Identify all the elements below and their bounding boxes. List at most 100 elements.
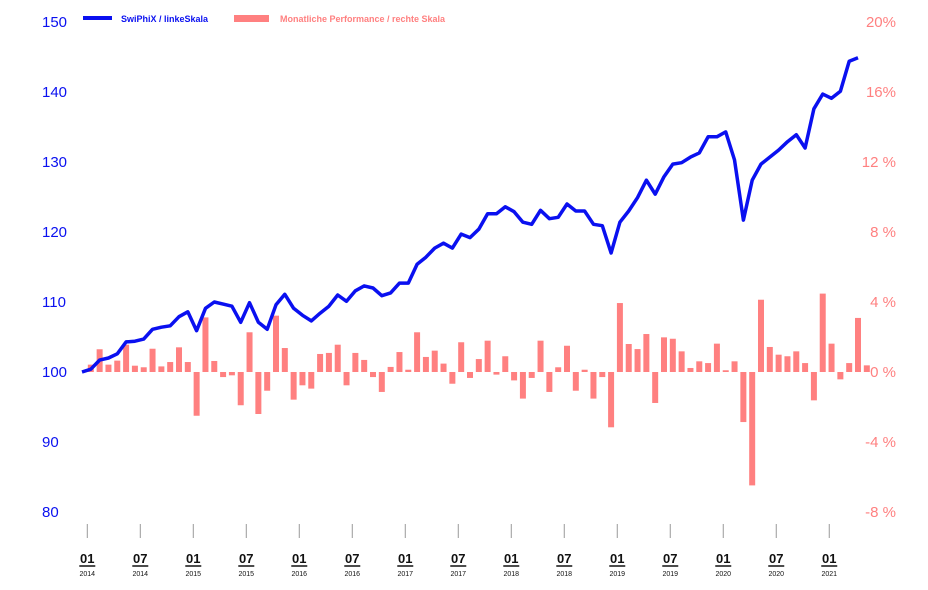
- bar-monthly-performance: [705, 363, 712, 372]
- bar-monthly-performance: [317, 353, 324, 372]
- bar-monthly-performance: [184, 362, 191, 372]
- bar-monthly-performance: [325, 352, 332, 372]
- x-axis-year-label: 2016: [291, 571, 307, 578]
- bar-monthly-performance: [361, 359, 368, 372]
- bar-monthly-performance: [343, 372, 350, 386]
- x-axis-year-label: 2014: [80, 571, 96, 578]
- bar-monthly-performance: [687, 367, 694, 372]
- x-axis-month-label: 01: [716, 551, 730, 566]
- x-axis-year-label: 2015: [238, 571, 254, 578]
- bar-monthly-performance: [149, 348, 156, 372]
- x-axis-month-label: 07: [557, 551, 571, 566]
- x-axis-year-label: 2016: [344, 571, 360, 578]
- bar-monthly-performance: [669, 338, 676, 372]
- left-axis: 150 140 130 120 110 100 90 80: [42, 14, 67, 521]
- right-axis-tick-label: -8 %: [865, 504, 896, 521]
- bar-monthly-performance: [255, 372, 262, 414]
- x-axis-month-label: 07: [451, 551, 465, 566]
- bar-monthly-performance: [599, 372, 606, 378]
- left-axis-tick-label: 80: [42, 504, 59, 521]
- bar-monthly-performance: [855, 317, 861, 372]
- bar-monthly-performance: [440, 363, 447, 372]
- bar-monthly-performance: [281, 348, 288, 372]
- bar-monthly-performance: [475, 359, 482, 372]
- bar-monthly-performance: [749, 372, 756, 486]
- bar-monthly-performance: [220, 372, 227, 378]
- legend-line-label: SwiPhiX / linkeSkala: [121, 14, 209, 24]
- bar-monthly-performance: [202, 317, 209, 372]
- bar-monthly-performance: [661, 337, 667, 372]
- right-axis-tick-label: 16%: [866, 84, 896, 101]
- bar-monthly-performance: [105, 364, 112, 372]
- bar-monthly-performance: [775, 354, 782, 372]
- bar-monthly-performance: [837, 372, 844, 380]
- bar-monthly-performance: [537, 340, 544, 372]
- x-axis-year-label: 2020: [715, 571, 731, 578]
- right-axis-tick-label: 20%: [866, 14, 896, 31]
- bar-monthly-performance: [264, 372, 271, 391]
- bar-monthly-performance: [758, 299, 764, 372]
- bar-monthly-performance: [819, 293, 826, 372]
- bar-monthly-performance: [308, 372, 315, 389]
- bar-monthly-performance: [802, 363, 809, 372]
- bar-monthly-performance: [828, 343, 835, 372]
- bar-monthly-performance: [396, 352, 403, 372]
- legend: SwiPhiX / linkeSkala Monatliche Performa…: [83, 14, 446, 24]
- line-series-swiphix: [81, 56, 859, 374]
- bar-monthly-performance: [273, 315, 279, 372]
- bar-monthly-performance: [246, 332, 253, 372]
- right-axis-tick-label: 12 %: [862, 154, 896, 171]
- bar-monthly-performance: [846, 363, 853, 372]
- x-axis-year-label: 2019: [662, 571, 678, 578]
- x-axis-month-label: 07: [663, 551, 677, 566]
- bar-monthly-performance: [176, 347, 182, 372]
- bar-monthly-performance: [572, 372, 579, 391]
- bar-monthly-performance: [634, 349, 641, 372]
- left-axis-tick-label: 90: [42, 434, 59, 451]
- left-axis-tick-label: 120: [42, 224, 67, 241]
- bar-monthly-performance: [581, 369, 588, 372]
- x-axis-year-label: 2014: [132, 571, 148, 578]
- x-axis-year-label: 2020: [768, 571, 784, 578]
- bar-monthly-performance: [467, 372, 473, 378]
- right-axis-tick-label: 4 %: [870, 294, 896, 311]
- bar-monthly-performance: [608, 372, 615, 428]
- bar-monthly-performance: [193, 372, 200, 416]
- bar-monthly-performance: [422, 356, 429, 372]
- bar-monthly-performance: [370, 372, 376, 378]
- right-axis-tick-label: -4 %: [865, 434, 896, 451]
- bar-monthly-performance: [625, 344, 632, 372]
- x-axis-month-label: 01: [292, 551, 306, 566]
- x-axis-year-label: 2017: [450, 571, 466, 578]
- bar-monthly-performance: [493, 372, 500, 375]
- x-axis-month-label: 07: [239, 551, 253, 566]
- left-axis-tick-label: 140: [42, 84, 67, 101]
- bar-monthly-performance: [405, 369, 412, 372]
- bar-monthly-performance: [334, 344, 341, 372]
- x-axis-year-label: 2019: [609, 571, 625, 578]
- bar-monthly-performance: [511, 372, 518, 381]
- x-axis-month-label: 01: [186, 551, 200, 566]
- left-axis-tick-label: 150: [42, 14, 67, 31]
- left-axis-tick-label: 110: [42, 294, 66, 311]
- bar-monthly-performance: [722, 370, 729, 372]
- x-axis-month-label: 07: [345, 551, 359, 566]
- x-axis-month-label: 01: [504, 551, 518, 566]
- x-axis-month-label: 01: [610, 551, 624, 566]
- x-axis-year-label: 2018: [556, 571, 572, 578]
- bar-monthly-performance: [564, 345, 570, 372]
- bar-monthly-performance: [114, 360, 121, 372]
- bar-monthly-performance: [784, 356, 791, 372]
- x-axis-month-label: 07: [133, 551, 147, 566]
- x-axis-year-label: 2021: [821, 571, 837, 578]
- bar-monthly-performance: [696, 361, 703, 372]
- bar-monthly-performance: [387, 366, 394, 372]
- bar-monthly-performance: [228, 372, 235, 376]
- bar-monthly-performance: [167, 362, 174, 372]
- left-axis-tick-label: 130: [42, 154, 67, 171]
- bar-monthly-performance: [290, 372, 297, 400]
- bar-monthly-performance: [131, 365, 138, 372]
- left-axis-tick-label: 100: [42, 364, 67, 381]
- x-axis-year-label: 2017: [397, 571, 413, 578]
